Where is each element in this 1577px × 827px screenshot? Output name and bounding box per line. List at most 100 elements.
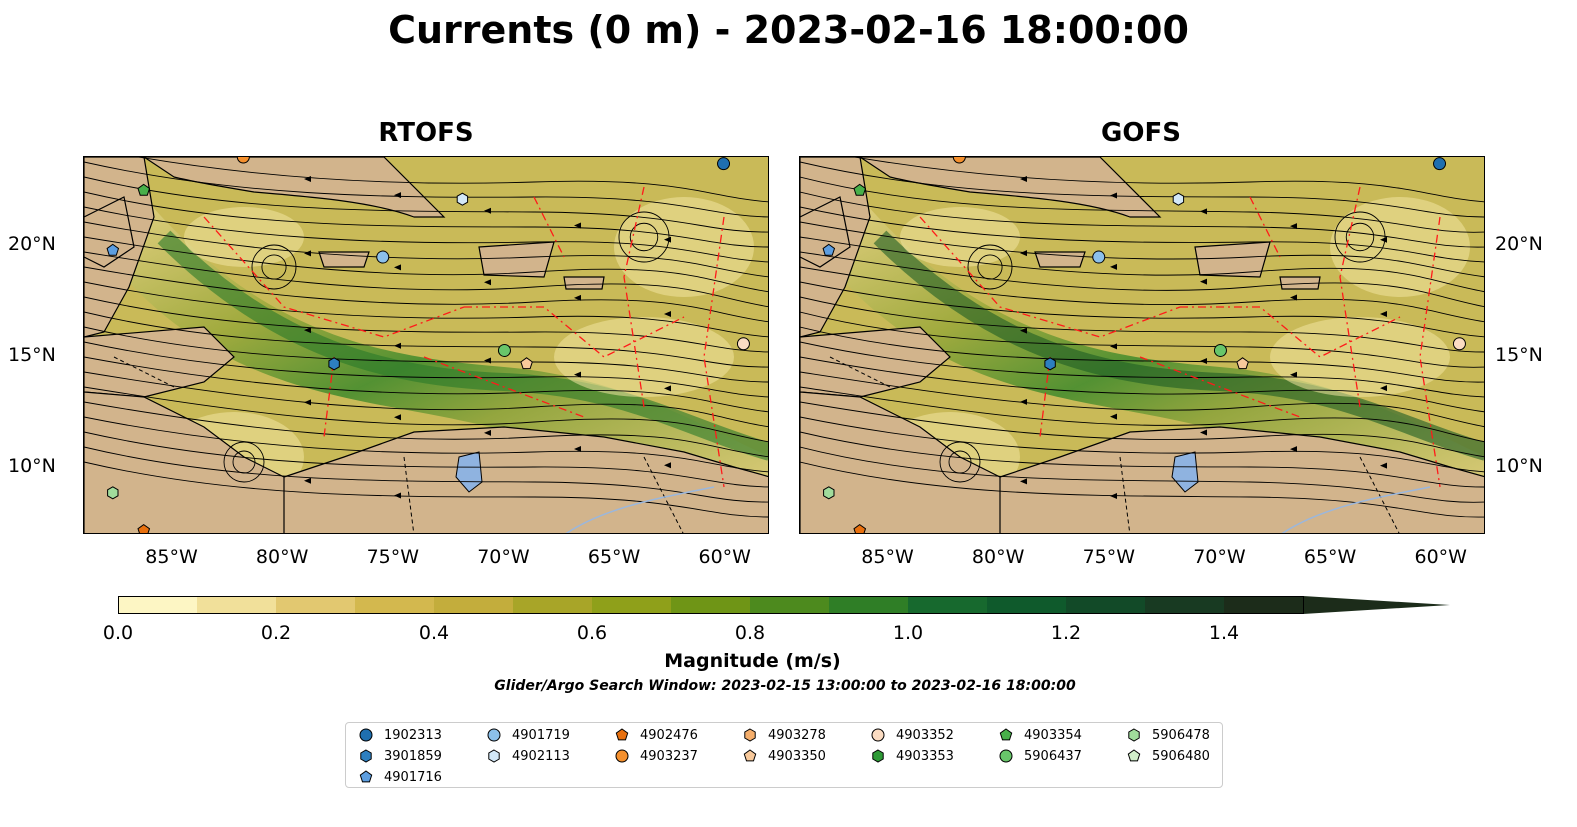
- streamline: [800, 251, 1484, 308]
- weak-current-patch: [614, 197, 754, 297]
- colorbar-segment: [829, 596, 909, 614]
- colorbar-segment: [671, 596, 751, 614]
- eez-line: [1180, 306, 1401, 358]
- colorbar-segment: [434, 596, 514, 614]
- y-tick-label-left: 15°N: [8, 344, 56, 367]
- eddy-streamline: [1345, 222, 1375, 252]
- legend-label: 4902113: [512, 748, 570, 764]
- legend-entry-5906478: 5906478: [1126, 727, 1210, 743]
- streamline-arrow: [664, 462, 671, 469]
- legend-entry-4903350: 4903350: [742, 748, 826, 764]
- streamline-arrow: [484, 207, 491, 214]
- gofs-current-map: [799, 156, 1485, 534]
- streamline: [84, 236, 768, 293]
- streamline-arrow: [1020, 478, 1027, 485]
- streamline-arrow: [664, 311, 671, 318]
- streamline-arrow: [1110, 343, 1117, 350]
- colorbar-tick-label: 0.6: [576, 622, 608, 644]
- streamline-arrow: [1290, 294, 1297, 301]
- eddy-streamline: [261, 254, 287, 280]
- hispaniola-land: [478, 241, 555, 278]
- streamline: [800, 221, 1484, 278]
- colorbar-tick-label: 1.4: [1208, 622, 1240, 644]
- river: [1281, 486, 1431, 533]
- hexagon-marker-icon: [488, 749, 500, 763]
- hexagon-marker-icon: [1128, 728, 1140, 742]
- weak-current-patch: [1270, 317, 1450, 397]
- streamline: [800, 206, 1484, 263]
- eez-boundaries: [203, 186, 725, 488]
- legend-entry-1902313: 1902313: [358, 727, 442, 743]
- streamline-arrow: [574, 294, 581, 301]
- streamline-arrow: [1020, 327, 1027, 334]
- legend-label: 4903278: [768, 727, 826, 743]
- rtofs-current-map: [83, 156, 769, 534]
- streamline-arrow: [574, 446, 581, 453]
- puerto-rico-land: [563, 276, 605, 290]
- float-marker-4903237: [952, 157, 966, 164]
- weak-current-patch: [1330, 197, 1470, 297]
- float-marker-4902113: [456, 192, 469, 206]
- streamline: [84, 281, 768, 338]
- streamline: [800, 446, 1484, 503]
- streamline-arrow: [1110, 263, 1117, 270]
- float-marker-5906437: [497, 343, 511, 357]
- circle-marker-icon: [359, 728, 373, 742]
- weak-current-patch: [184, 207, 304, 267]
- y-tick-label-right: 10°N: [1495, 455, 1543, 478]
- streamline: [800, 356, 1484, 413]
- legend-label: 4903352: [896, 727, 954, 743]
- colorbar-segment: [1066, 596, 1146, 614]
- hexagon-marker-icon: [360, 749, 372, 763]
- streamline-arrow: [1110, 192, 1117, 199]
- streamline-arrow: [1020, 176, 1027, 182]
- float-marker-5906478: [823, 486, 835, 500]
- streamline-arrow: [1110, 493, 1117, 500]
- colorbar-label: Magnitude (m/s): [664, 650, 841, 672]
- float-marker-4901716: [106, 243, 120, 256]
- streamline: [84, 386, 768, 443]
- streamline: [800, 266, 1484, 323]
- colorbar-segment: [118, 596, 198, 614]
- streamline: [84, 176, 768, 233]
- float-legend: 1902313 3901859 4901716 4901719 4902113 49024…: [345, 722, 1223, 788]
- streamline-arrow: [394, 264, 401, 271]
- eddy-streamline: [939, 441, 981, 483]
- honduras-land: [800, 326, 951, 398]
- colorbar-tick-label: 0.4: [418, 622, 450, 644]
- eez-line: [1139, 356, 1301, 418]
- streamline: [84, 446, 768, 503]
- legend-label: 4901719: [512, 727, 570, 743]
- colorbar-tick-label: 0.0: [102, 622, 134, 644]
- streamlines: [84, 157, 768, 518]
- streamline: [800, 386, 1484, 443]
- streamline: [800, 161, 1484, 218]
- streamline: [800, 416, 1484, 473]
- colorbar-segment: [908, 596, 988, 614]
- colorbar-frame: [118, 596, 1304, 614]
- colorbar-segment: [592, 596, 672, 614]
- streamline-arrow: [1380, 385, 1387, 392]
- current-jet-core: [157, 230, 768, 461]
- streamline-arrow: [484, 429, 491, 436]
- streamline-arrow: [1110, 413, 1117, 420]
- legend-entry-4903278: 4903278: [742, 727, 826, 743]
- eddy-streamline: [251, 244, 297, 290]
- streamlines: [800, 157, 1484, 518]
- eez-line: [623, 186, 645, 408]
- float-marker-5906437: [1213, 343, 1227, 357]
- legend-label: 4901716: [384, 769, 442, 785]
- legend-label: 3901859: [384, 748, 442, 764]
- x-tick-label: 60°W: [698, 546, 751, 568]
- legend-entry-4902113: 4902113: [486, 748, 570, 764]
- panel-title-gofs: GOFS: [1101, 118, 1181, 148]
- streamline-arrow: [394, 192, 401, 199]
- streamline: [84, 326, 768, 383]
- pentagon-marker-icon: [615, 728, 629, 741]
- streamline: [851, 157, 1484, 203]
- eez-line: [1339, 186, 1361, 408]
- pentagon-marker-icon: [1127, 749, 1141, 762]
- eez-line: [323, 356, 335, 438]
- y-tick-label-left: 20°N: [8, 232, 56, 255]
- streamline-arrow: [664, 385, 671, 392]
